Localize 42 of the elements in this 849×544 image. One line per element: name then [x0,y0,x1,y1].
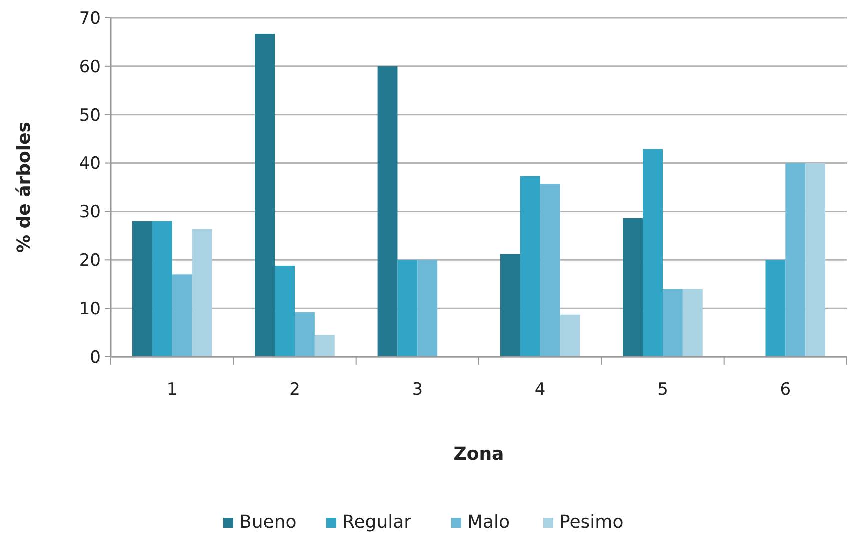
bar [255,34,276,357]
y-tick-label: 40 [79,154,101,174]
bar [766,260,786,357]
legend-label: Regular [342,512,412,533]
bar [500,254,520,357]
bar [314,335,335,357]
bar [806,163,826,357]
x-tick-label: 1 [166,380,178,400]
bar [786,163,806,357]
x-tick-label: 3 [412,380,424,400]
bar [623,218,644,357]
bar [275,266,295,357]
x-tick-label: 5 [658,380,668,400]
bar [295,312,315,357]
y-tick-label: 70 [79,8,101,29]
bar [643,149,663,357]
bar [560,314,580,357]
bar [682,289,703,357]
x-axis-title: Zona [454,444,504,465]
bar [192,229,212,357]
y-tick-label: 10 [79,300,101,320]
bar [540,184,560,357]
bar [172,274,192,357]
bar [520,176,540,357]
x-tick-label: 6 [780,380,792,400]
legend-label: Pesimo [560,512,624,533]
bar [418,260,438,357]
y-tick-label: 0 [90,348,101,368]
x-tick-label: 4 [534,380,546,400]
bar [398,260,418,357]
legend-label: Bueno [240,512,297,533]
bar [152,221,172,357]
y-tick-label: 20 [79,251,101,272]
y-tick-label: 50 [79,106,101,126]
y-tick-label: 30 [79,202,101,223]
bar [132,221,152,357]
y-tick-label: 60 [79,57,101,78]
x-tick-label: 2 [290,380,300,400]
legend-label: Malo [468,512,510,533]
y-axis-title: % de árboles [14,122,35,254]
bar [378,66,398,357]
bar [663,289,683,357]
